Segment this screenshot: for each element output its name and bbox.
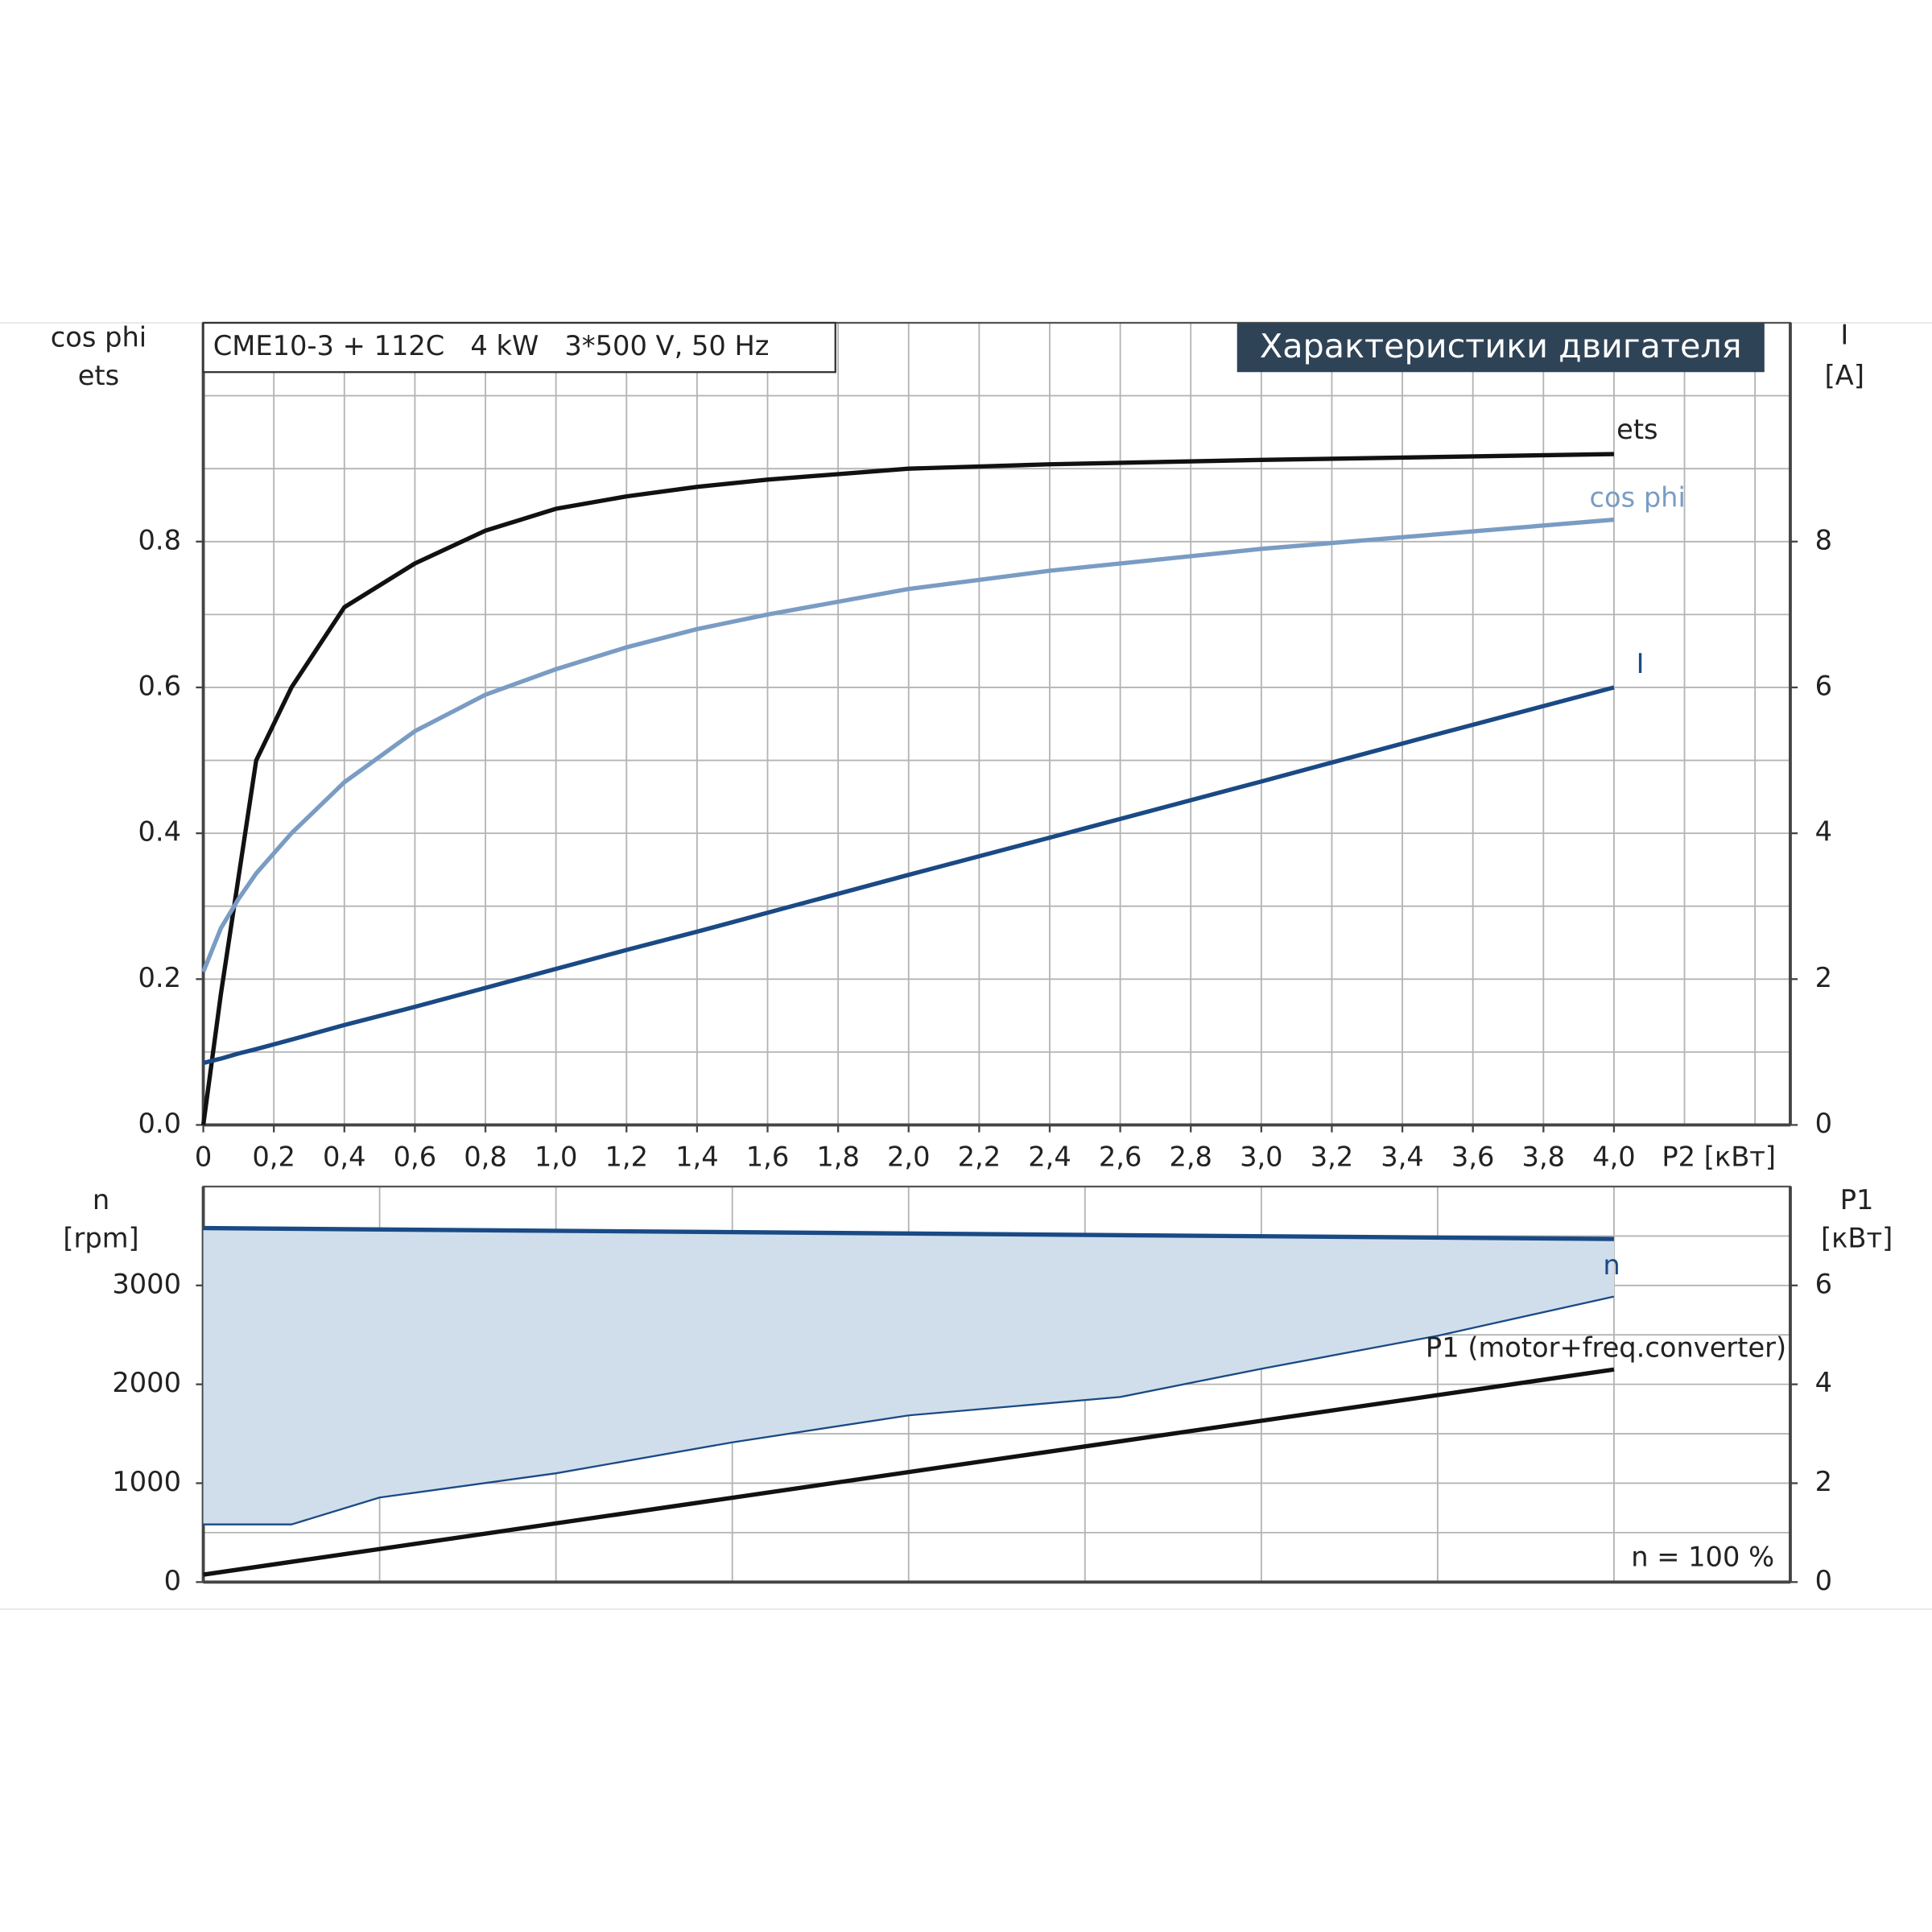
series-label: ets	[1616, 414, 1657, 445]
series-line	[201, 517, 1615, 973]
x-tick-label: 0,8	[464, 1141, 507, 1172]
y-tick-label: 0.8	[138, 524, 181, 555]
band-lower-line	[203, 1295, 1615, 1525]
y2-axis-label: I	[1840, 319, 1848, 350]
x-tick-label: 3,4	[1381, 1141, 1424, 1172]
y2-tick-label: 6	[1815, 1268, 1832, 1299]
x-axis-label: P2 [кВт]	[1662, 1141, 1776, 1172]
y2-tick-label: 4	[1815, 816, 1832, 848]
marks	[200, 452, 1615, 1577]
annotation: n = 100 %	[1631, 1542, 1774, 1573]
y2-tick-label: 2	[1815, 962, 1832, 993]
y-axis-label: ets	[78, 360, 119, 391]
x-tick-label: 3,6	[1451, 1141, 1495, 1172]
y-tick-label: 0.4	[138, 816, 181, 848]
series-line	[203, 1367, 1615, 1577]
y-tick-label: 1000	[112, 1466, 181, 1497]
x-tick-label: 2,8	[1169, 1141, 1212, 1172]
y2-axis-label: P1	[1840, 1184, 1874, 1216]
series-label: P1 (motor+freq.converter)	[1426, 1332, 1786, 1364]
y-axis-label: cos phi	[51, 321, 147, 353]
x-tick-label: 3,0	[1240, 1141, 1283, 1172]
badge: Характеристики двигателя	[1260, 327, 1742, 365]
y-axis-label: [rpm]	[63, 1222, 138, 1253]
x-tick-label: 1,6	[746, 1141, 790, 1172]
series-label: n	[1603, 1249, 1620, 1281]
y-tick-label: 0.0	[138, 1108, 181, 1139]
x-tick-label: 3,2	[1311, 1141, 1354, 1172]
x-tick-label: 0,2	[252, 1141, 295, 1172]
x-tick-label: 0,6	[394, 1141, 437, 1172]
y2-tick-label: 6	[1815, 670, 1832, 701]
series-line	[203, 1225, 1614, 1241]
series-label: I	[1637, 648, 1645, 679]
y2-tick-label: 4	[1815, 1367, 1832, 1398]
y-tick-label: 0.2	[138, 962, 181, 993]
x-tick-label: 1,2	[605, 1141, 648, 1172]
y-axis-label: n	[93, 1184, 109, 1216]
x-tick-label: 1,4	[675, 1141, 719, 1172]
title-box	[202, 321, 836, 374]
x-tick-label: 2,0	[887, 1141, 931, 1172]
y2-tick-label: 2	[1815, 1466, 1832, 1497]
x-tick-label: 1,0	[535, 1141, 578, 1172]
x-tick-label: 2,6	[1099, 1141, 1142, 1172]
y2-axis-label: [A]	[1825, 360, 1864, 391]
badge-box	[1236, 323, 1765, 373]
series-line	[202, 685, 1615, 1066]
x-tick-label: 1,8	[816, 1141, 860, 1172]
x-tick-label: 0,4	[323, 1141, 366, 1172]
y2-tick-label: 0	[1815, 1108, 1832, 1139]
y2-tick-label: 0	[1815, 1565, 1832, 1596]
y-tick-label: 2000	[112, 1367, 181, 1398]
series-line	[200, 452, 1614, 1125]
x-tick-label: 2,4	[1028, 1141, 1071, 1172]
x-tick-label: 4,0	[1592, 1141, 1636, 1172]
chart-title: CME10-3 + 112C 4 kW 3*500 V, 50 Hz	[213, 330, 770, 361]
y-tick-label: 0	[164, 1565, 181, 1596]
y-tick-label: 3000	[112, 1268, 181, 1299]
y-tick-label: 0.6	[138, 670, 181, 701]
series-label: cos phi	[1589, 481, 1685, 513]
x-tick-label: 2,2	[958, 1141, 1001, 1172]
y2-tick-label: 8	[1815, 524, 1832, 555]
labels: 0.0 0.2 0.4 0.6 0.8 0 2 4 6 8 0 0,2 0,4 0,6 0,8 1,0 1,2 1…	[51, 319, 1893, 1596]
x-tick-label: 3,8	[1522, 1141, 1566, 1172]
band-area	[203, 1228, 1614, 1525]
y2-axis-label: [кВт]	[1821, 1222, 1893, 1253]
x-tick-label: 0	[195, 1141, 212, 1172]
